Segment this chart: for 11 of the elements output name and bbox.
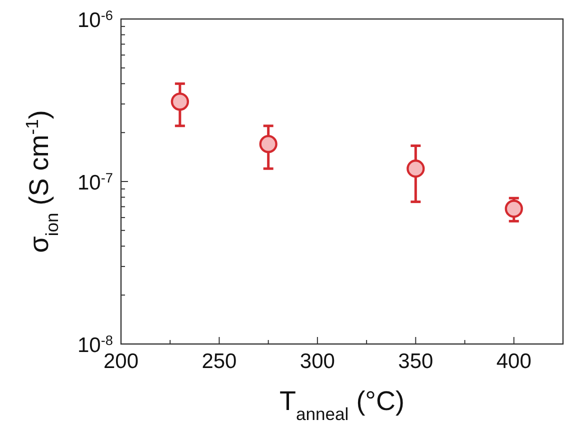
x-tick-label: 250 <box>202 350 237 373</box>
x-tick-label: 350 <box>398 350 434 373</box>
x-tick-label: 300 <box>300 350 335 373</box>
point <box>504 200 523 218</box>
point <box>170 92 190 111</box>
point <box>406 160 425 178</box>
x-tick-label: 400 <box>496 350 532 373</box>
y-tick-label: 10$^{-7}$ <box>78 170 113 194</box>
y-tick-label: 10$^{-6}$ <box>78 8 113 32</box>
x-axis-title: T$_{anneal}$ (°C) <box>280 386 404 424</box>
point <box>259 134 278 154</box>
